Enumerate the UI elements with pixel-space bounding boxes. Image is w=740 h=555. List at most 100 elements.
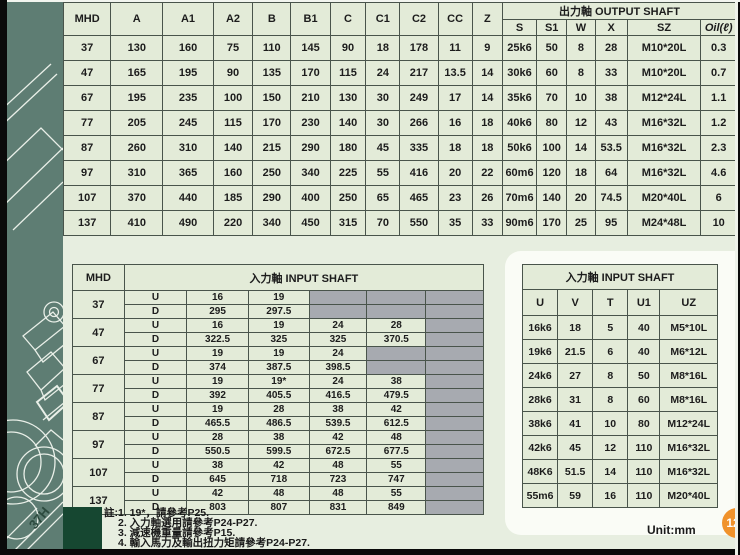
row-label: D — [123, 416, 188, 431]
cell: 10 — [592, 411, 629, 436]
cell: 249 — [399, 85, 439, 111]
mhd-header: MHD — [72, 264, 125, 291]
cell: 672.5 — [308, 444, 368, 459]
cell: 387.5 — [247, 360, 310, 375]
cell: 22 — [471, 160, 503, 186]
cell: 8 — [566, 60, 596, 86]
cell: 28 — [186, 430, 249, 445]
cell: 398.5 — [308, 360, 368, 375]
cell: 60 — [627, 387, 661, 412]
cell: 30 — [365, 110, 401, 136]
cell: 550 — [399, 210, 439, 236]
table-row: 97 U 28 38 42 48 — [72, 430, 484, 459]
cell: 27 — [557, 363, 594, 388]
table-row: D 645 718 723 747 — [73, 472, 484, 487]
cell: 64 — [594, 160, 628, 186]
row-header: 97 — [62, 160, 112, 186]
input-shaft-table-left: MHD 入力軸 INPUT SHAFT 37 U 16 19 D 295 297.5 47 U 1… — [72, 264, 485, 515]
table-row: 107 370 440 185 290 400 250 65 465 23 26 70m6 140 20 7… — [62, 185, 737, 211]
row-header: 87 — [62, 135, 112, 161]
cell: 41 — [557, 411, 594, 436]
cell: 325 — [308, 332, 368, 347]
col-header: U — [521, 289, 559, 316]
table-row: 87 260 310 140 215 290 180 45 335 18 18 50k6 100 14 53… — [62, 135, 737, 161]
cell: 165 — [110, 60, 164, 86]
cell: 160 — [212, 160, 254, 186]
cell: M20*40L — [626, 185, 702, 211]
col-header: U1 — [627, 289, 661, 316]
footnote-line: 3. 減速機重量請參考P15. — [118, 527, 236, 539]
cell: 24 — [365, 60, 401, 86]
cell: 80 — [627, 411, 661, 436]
table-row: 48K6 51.5 14 110 M16*32L — [521, 459, 718, 484]
cell: M8*16L — [659, 363, 718, 388]
cell: 18 — [566, 160, 596, 186]
cell: 30k6 — [501, 60, 538, 86]
cell: 250 — [252, 160, 292, 186]
cell: 12 — [592, 435, 629, 460]
cell: 215 — [252, 135, 292, 161]
cell: 16 — [592, 483, 629, 508]
cell: M5*10L — [659, 315, 718, 340]
cell: 33 — [471, 210, 503, 236]
cell: 120 — [536, 160, 568, 186]
footnote-line: 2. 入力軸選用請參考P24-P27. — [118, 517, 258, 529]
row-label: D — [123, 500, 188, 515]
cell: 25k6 — [501, 35, 538, 61]
cell: 140 — [536, 185, 568, 211]
row-header: 77 — [62, 110, 112, 136]
cell: 20 — [437, 160, 473, 186]
output-shaft-group-header: 出力軸 OUTPUT SHAFT — [501, 2, 738, 20]
cell: 42 — [366, 402, 427, 417]
cell: 42 — [186, 486, 249, 501]
cell: 19 — [186, 346, 249, 361]
cell: 479.5 — [366, 388, 427, 403]
cell: 217 — [399, 60, 439, 86]
cell — [425, 486, 484, 501]
table-row: 24k6 27 8 50 M8*16L — [521, 363, 718, 388]
cell: 130 — [329, 85, 367, 111]
cell: 195 — [110, 85, 164, 111]
table-row: D 295 297.5 — [73, 304, 484, 319]
row-header: 37 — [72, 290, 125, 319]
cell: 0.7 — [700, 60, 737, 86]
row-header: 107 — [62, 185, 112, 211]
row-header: 42k6 — [521, 435, 559, 460]
row-header: 107 — [72, 458, 125, 487]
cell: 95 — [594, 210, 628, 236]
cell: 612.5 — [366, 416, 427, 431]
row-label: D — [123, 360, 188, 375]
cell: 260 — [110, 135, 164, 161]
table-row: 67 195 235 100 150 210 130 30 249 17 14 35k6 70 10 38 M… — [62, 85, 737, 111]
cell: 465 — [399, 185, 439, 211]
cell: 19 — [247, 318, 310, 333]
cell: 19 — [247, 346, 310, 361]
row-header: 55m6 — [521, 483, 559, 508]
cell: 24 — [308, 374, 368, 389]
cell: 50 — [627, 363, 661, 388]
cell: 110 — [627, 435, 661, 460]
cell: M10*20L — [626, 60, 702, 86]
cell: 19 — [247, 290, 310, 305]
cell: 135 — [252, 60, 292, 86]
cell: 490 — [162, 210, 214, 236]
col-header: S1 — [536, 19, 568, 36]
cell — [425, 416, 484, 431]
cell — [366, 290, 427, 305]
cell: 170 — [290, 60, 331, 86]
cell: 250 — [329, 185, 367, 211]
cell: 28 — [247, 402, 310, 417]
cell: 90 — [212, 60, 254, 86]
dimensions-table: MHD A A1 A2 B B1 C C1 C2 CC Z 出力軸 OUTPUT… — [62, 2, 738, 236]
row-header: 47 — [72, 318, 125, 347]
cell: 365 — [162, 160, 214, 186]
cell: 21.5 — [557, 339, 594, 364]
table-row: 77 U 19 19* 24 38 — [72, 374, 484, 403]
row-header: 48K6 — [521, 459, 559, 484]
table-row: 97 310 365 160 250 340 225 55 416 20 22 60m6 120 18 64… — [62, 160, 737, 186]
cell: 45 — [557, 435, 594, 460]
cell — [425, 458, 484, 473]
cell: 310 — [110, 160, 164, 186]
table-row: D 374 387.5 398.5 — [73, 360, 484, 375]
cell: 8 — [592, 363, 629, 388]
